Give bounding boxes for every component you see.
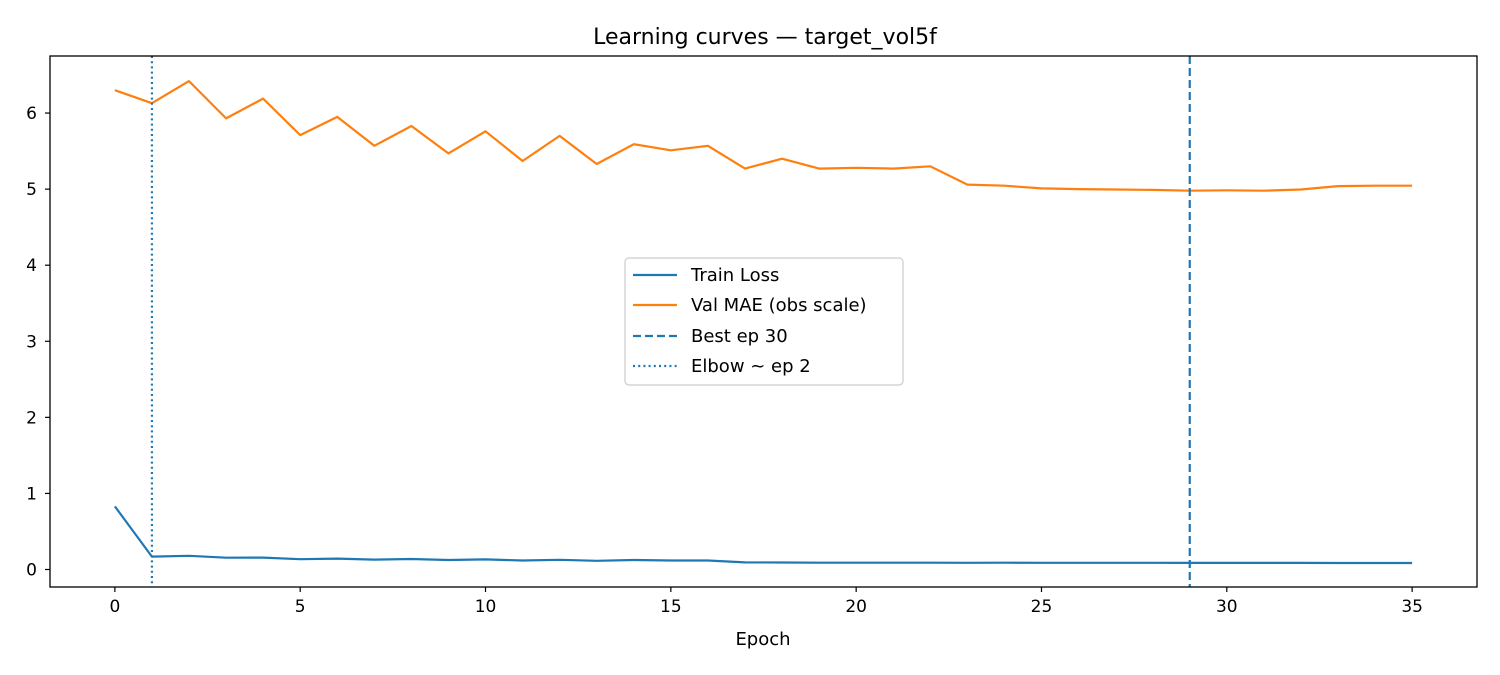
y-tick-label: 6 bbox=[26, 104, 37, 124]
chart-title: Learning curves — target_vol5f bbox=[593, 25, 938, 50]
legend-label-train-loss: Train Loss bbox=[690, 265, 779, 286]
legend: Train Loss Val MAE (obs scale) Best ep 3… bbox=[624, 257, 904, 386]
y-tick-label: 2 bbox=[26, 408, 37, 428]
legend-label-best-epoch: Best ep 30 bbox=[691, 326, 788, 347]
x-axis-label: Epoch bbox=[735, 629, 790, 650]
legend-label-elbow: Elbow ~ ep 2 bbox=[691, 356, 811, 377]
y-axis: 0 1 2 3 4 5 6 bbox=[26, 104, 50, 581]
axes-frame bbox=[49, 55, 1478, 588]
plot-area bbox=[114, 56, 1413, 587]
x-tick-label: 25 bbox=[1031, 597, 1053, 617]
series-line-val-mae-obs-scale bbox=[114, 79, 1413, 192]
x-tick-label: 15 bbox=[660, 597, 682, 617]
y-tick-label: 5 bbox=[26, 180, 37, 200]
x-tick-label: 30 bbox=[1216, 597, 1238, 617]
x-tick-label: 5 bbox=[295, 597, 306, 617]
x-tick-label: 10 bbox=[475, 597, 497, 617]
y-tick-label: 3 bbox=[26, 332, 37, 352]
x-tick-label: 35 bbox=[1401, 597, 1423, 617]
x-axis: 0 5 10 15 20 25 30 35 bbox=[109, 587, 1423, 617]
legend-label-val-mae: Val MAE (obs scale) bbox=[691, 295, 867, 316]
y-tick-label: 1 bbox=[26, 484, 37, 504]
x-tick-label: 0 bbox=[109, 597, 120, 617]
y-tick-label: 0 bbox=[26, 561, 37, 581]
series-line-train-loss bbox=[114, 505, 1413, 565]
legend-box bbox=[624, 257, 904, 386]
y-tick-label: 4 bbox=[26, 256, 37, 276]
x-tick-label: 20 bbox=[845, 597, 867, 617]
